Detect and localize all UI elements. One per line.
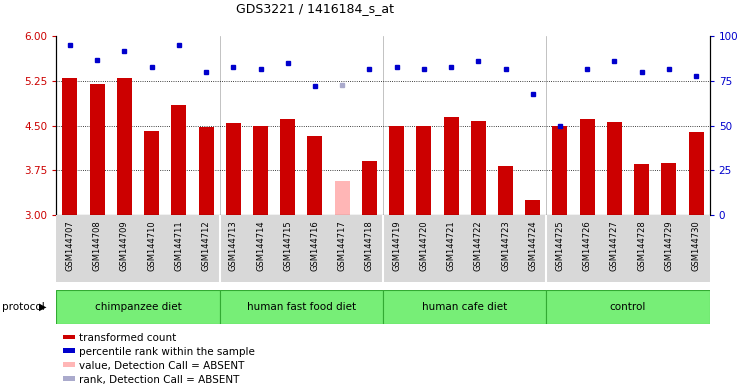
Bar bbox=[580, 119, 595, 215]
Bar bbox=[56, 290, 219, 324]
Text: human cafe diet: human cafe diet bbox=[422, 302, 508, 312]
Bar bbox=[335, 180, 350, 215]
Bar bbox=[219, 290, 383, 324]
Text: GSM144710: GSM144710 bbox=[147, 220, 156, 271]
Text: GSM144718: GSM144718 bbox=[365, 220, 374, 271]
Bar bbox=[547, 290, 710, 324]
Bar bbox=[144, 131, 159, 215]
Bar bbox=[63, 362, 74, 367]
Text: chimpanzee diet: chimpanzee diet bbox=[95, 302, 182, 312]
Bar bbox=[662, 163, 677, 215]
Bar bbox=[226, 123, 241, 215]
Text: GSM144712: GSM144712 bbox=[201, 220, 210, 271]
Text: value, Detection Call = ABSENT: value, Detection Call = ABSENT bbox=[79, 361, 245, 371]
Text: GSM144727: GSM144727 bbox=[610, 220, 619, 271]
Bar bbox=[253, 126, 268, 215]
Bar bbox=[280, 119, 295, 215]
Text: GSM144728: GSM144728 bbox=[637, 220, 646, 271]
Text: GSM144711: GSM144711 bbox=[174, 220, 183, 271]
Bar bbox=[389, 126, 404, 215]
Bar bbox=[62, 78, 77, 215]
Bar bbox=[362, 162, 377, 215]
Text: GSM144721: GSM144721 bbox=[447, 220, 456, 271]
Text: ▶: ▶ bbox=[39, 302, 47, 312]
Bar bbox=[171, 105, 186, 215]
Bar bbox=[63, 376, 74, 381]
Text: rank, Detection Call = ABSENT: rank, Detection Call = ABSENT bbox=[79, 375, 240, 384]
Text: GSM144717: GSM144717 bbox=[338, 220, 347, 271]
Bar bbox=[689, 132, 704, 215]
Bar bbox=[63, 334, 74, 339]
Text: GSM144723: GSM144723 bbox=[501, 220, 510, 271]
Text: GSM144724: GSM144724 bbox=[528, 220, 537, 271]
Text: human fast food diet: human fast food diet bbox=[247, 302, 356, 312]
Text: GSM144730: GSM144730 bbox=[692, 220, 701, 271]
Bar bbox=[444, 117, 459, 215]
Bar bbox=[89, 84, 104, 215]
Text: GSM144713: GSM144713 bbox=[229, 220, 238, 271]
Bar bbox=[553, 126, 568, 215]
Text: GSM144716: GSM144716 bbox=[310, 220, 319, 271]
Bar bbox=[383, 290, 547, 324]
Text: percentile rank within the sample: percentile rank within the sample bbox=[79, 347, 255, 357]
Text: GSM144707: GSM144707 bbox=[65, 220, 74, 271]
Text: GSM144722: GSM144722 bbox=[474, 220, 483, 271]
Text: GDS3221 / 1416184_s_at: GDS3221 / 1416184_s_at bbox=[237, 2, 394, 15]
Text: GSM144729: GSM144729 bbox=[665, 220, 674, 271]
Text: GSM144725: GSM144725 bbox=[556, 220, 565, 271]
Text: transformed count: transformed count bbox=[79, 333, 176, 343]
Text: GSM144719: GSM144719 bbox=[392, 220, 401, 271]
Text: control: control bbox=[610, 302, 646, 312]
Text: GSM144714: GSM144714 bbox=[256, 220, 265, 271]
Bar bbox=[498, 166, 513, 215]
Bar bbox=[471, 121, 486, 215]
Bar bbox=[198, 127, 213, 215]
Text: GSM144708: GSM144708 bbox=[92, 220, 101, 271]
Text: GSM144726: GSM144726 bbox=[583, 220, 592, 271]
Bar bbox=[117, 78, 132, 215]
Bar bbox=[607, 122, 622, 215]
Text: protocol: protocol bbox=[2, 302, 44, 312]
Text: GSM144709: GSM144709 bbox=[120, 220, 129, 271]
Text: GSM144720: GSM144720 bbox=[419, 220, 428, 271]
Bar bbox=[634, 164, 649, 215]
Bar bbox=[63, 348, 74, 353]
Bar bbox=[416, 126, 431, 215]
Bar bbox=[525, 200, 540, 215]
Bar bbox=[307, 136, 322, 215]
Text: GSM144715: GSM144715 bbox=[283, 220, 292, 271]
